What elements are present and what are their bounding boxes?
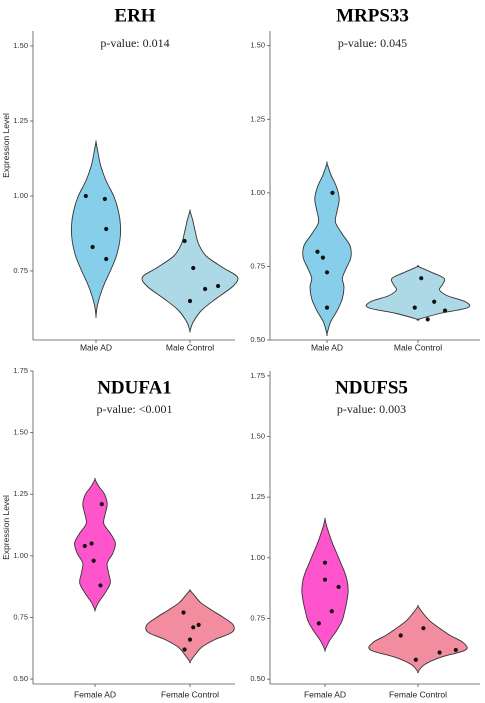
chart-title: NDUFS5: [335, 377, 408, 398]
x-tick-label: Female Control: [161, 689, 219, 699]
y-tick-label: 1.25: [250, 114, 265, 123]
violin-male-control: [141, 209, 239, 333]
data-point: [330, 190, 335, 195]
y-tick-label: 0.75: [13, 612, 28, 621]
data-point: [203, 286, 208, 292]
p-value-annotation: p-value: <0.001: [96, 402, 172, 416]
data-point: [82, 543, 87, 549]
violin-female-ad: [301, 517, 349, 652]
x-tick-label: Female Control: [389, 689, 447, 699]
data-point: [336, 584, 341, 590]
data-point: [191, 625, 196, 630]
data-point: [425, 317, 430, 322]
y-tick-label: 0.75: [250, 613, 265, 622]
data-point: [322, 577, 328, 582]
data-point: [91, 558, 96, 563]
chart-title: NDUFA1: [97, 377, 172, 398]
x-tick-label: Female AD: [304, 689, 346, 699]
chart-panel-4: NDUFS5 p-value: 0.003 0.50 0.75 1.00 1.25 1.50…: [250, 371, 480, 699]
data-point: [398, 633, 403, 638]
data-point: [99, 501, 104, 507]
y-tick-label: 1.50: [250, 431, 265, 440]
x-tick-label: Male Control: [166, 342, 214, 352]
y-tick-label: 1.25: [13, 489, 28, 498]
violin-male-control: [365, 265, 471, 321]
data-point: [89, 541, 94, 546]
data-point: [191, 265, 196, 271]
violin-female-control: [368, 604, 468, 674]
data-point: [437, 650, 442, 655]
x-tick-label: Male AD: [80, 342, 112, 352]
y-tick-label: 1.00: [13, 551, 28, 560]
data-point: [98, 583, 103, 588]
data-point: [90, 244, 95, 250]
data-point: [83, 193, 88, 199]
data-point: [453, 647, 458, 653]
chart-panel-2: MRPS33 p-value: 0.045 0.50 0.75 1.00 1.25 1.50…: [250, 5, 480, 352]
data-point: [421, 626, 426, 631]
p-value-annotation: p-value: 0.045: [338, 36, 407, 50]
data-point: [182, 238, 187, 244]
x-tick-label: Female AD: [74, 689, 116, 699]
data-point: [324, 270, 330, 275]
chart-title: ERH: [114, 5, 155, 26]
chart-panel-3: NDUFA1 p-value: <0.001 0.50 0.75 1.00 1.25 1.5…: [1, 366, 235, 699]
data-point: [419, 276, 424, 281]
y-tick-label: 0.75: [250, 261, 265, 270]
data-point: [413, 657, 418, 662]
violin-male-ad: [302, 161, 352, 337]
y-tick-label: 1.50: [13, 428, 28, 437]
data-point: [196, 622, 201, 627]
y-tick-label: 1.00: [13, 191, 28, 200]
data-point: [104, 256, 109, 262]
chart-panel-1: ERH p-value: 0.014 0.75 1.00 1.25 1.50 Express…: [1, 5, 239, 352]
data-point: [329, 609, 334, 614]
y-tick-label: 0.50: [13, 674, 28, 683]
data-point: [320, 255, 326, 260]
y-tick-label: 0.50: [250, 674, 265, 683]
data-point: [442, 308, 448, 313]
y-tick-label: 1.75: [250, 371, 265, 380]
data-point: [322, 560, 328, 565]
violin-male-ad: [70, 140, 122, 318]
y-tick-label: 1.50: [13, 41, 28, 50]
y-axis-label: Expression Level: [1, 495, 11, 560]
y-tick-label: 1.75: [13, 366, 28, 375]
y-tick-label: 1.25: [250, 492, 265, 501]
data-point: [432, 299, 437, 304]
data-point: [182, 647, 187, 652]
y-tick-label: 1.50: [250, 41, 265, 50]
data-point: [316, 621, 321, 626]
data-point: [187, 298, 193, 304]
violin-female-control: [145, 589, 235, 664]
y-tick-label: 0.50: [250, 335, 265, 344]
y-tick-label: 0.75: [13, 266, 28, 275]
y-tick-label: 1.00: [250, 553, 265, 562]
data-point: [324, 305, 330, 310]
data-point: [315, 249, 320, 254]
y-tick-label: 1.25: [13, 116, 28, 125]
data-point: [102, 196, 107, 202]
violin-female-ad: [74, 478, 116, 612]
chart-title: MRPS33: [336, 5, 409, 26]
x-tick-label: Male AD: [311, 342, 343, 352]
x-tick-label: Male Control: [394, 342, 442, 352]
data-point: [412, 305, 417, 310]
data-point: [187, 637, 193, 642]
p-value-annotation: p-value: 0.003: [337, 402, 406, 416]
data-point: [181, 610, 186, 615]
y-tick-label: 1.00: [250, 188, 265, 197]
data-point: [215, 283, 221, 289]
data-point: [104, 226, 109, 232]
y-axis-label: Expression Level: [1, 113, 11, 178]
p-value-annotation: p-value: 0.014: [100, 36, 169, 50]
